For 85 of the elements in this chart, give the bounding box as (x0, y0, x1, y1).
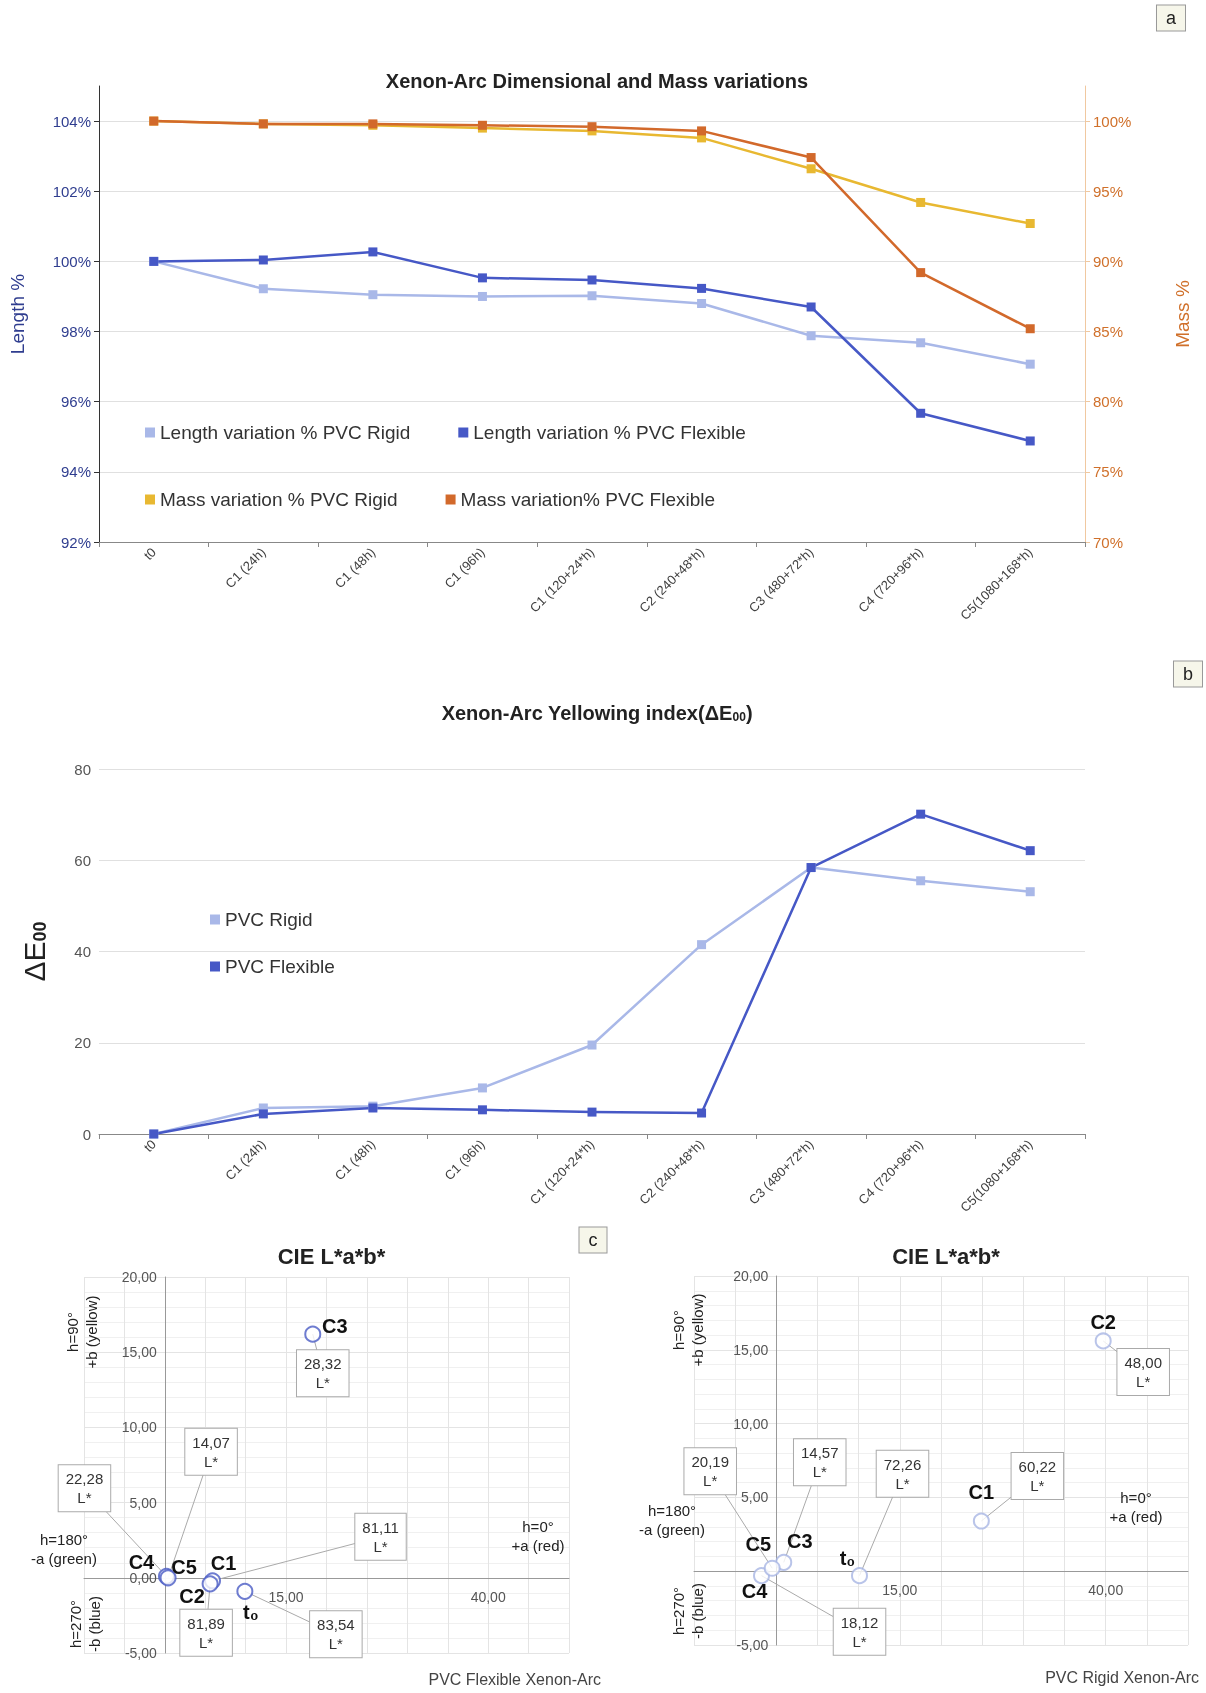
annotation: h=180° -a (green) (31, 1531, 97, 1567)
y-tick-label: -5,00 (124, 1645, 158, 1661)
annotation: h=270° -b (blue) (67, 1596, 103, 1652)
annotation: h=0° +a (red) (1109, 1489, 1163, 1525)
x-tick-label: 40,00 (470, 1588, 506, 1605)
text: c (588, 1230, 598, 1250)
x-tick-label: t0 (140, 544, 160, 563)
x-axis-title: PVC Rigid Xenon-Arc (1045, 1668, 1199, 1686)
chart-title: CIE L*a*b* (892, 1243, 1001, 1269)
y2-tick-label: 85% (1093, 323, 1124, 341)
y-tick-label: -5,00 (736, 1637, 769, 1653)
legend-label: Mass variation% PVC Flexible (460, 489, 716, 510)
y-tick-label: 15,00 (733, 1341, 769, 1358)
chart-title: Xenon-Arc Dimensional and Mass variations (385, 70, 809, 92)
annotation: C1 (210, 1551, 237, 1574)
annotation: 18,12 L* (840, 1613, 879, 1650)
annotation: h=270° -b (blue) (670, 1583, 706, 1639)
y-axis-title: ΔE00 (17, 921, 51, 982)
y2-tick-label: 100% (1093, 112, 1132, 130)
y-tick-label: 5,00 (129, 1494, 158, 1511)
annotation: C2 (1090, 1310, 1116, 1333)
annotation: 83,54 L* (317, 1616, 355, 1653)
y-tick-label: 20,00 (733, 1268, 769, 1284)
annotation: C4 (128, 1551, 156, 1574)
annotation: 20,19 L* (691, 1453, 729, 1490)
annotation: C4 (741, 1579, 769, 1602)
y-tick-label: 20 (74, 1034, 91, 1052)
legend-label: PVC Flexible (225, 956, 335, 977)
annotation: C3 (786, 1530, 813, 1553)
chart-title: CIE L*a*b* (277, 1243, 386, 1269)
annotation: 81,89 L* (187, 1614, 225, 1651)
annotation: h=180° -a (green) (639, 1502, 705, 1538)
annotation: 72,26 L* (883, 1455, 922, 1492)
y-tick-label: 5,00 (741, 1489, 769, 1506)
y-tick-label: 102% (52, 182, 91, 200)
y2-tick-label: 90% (1093, 252, 1124, 270)
y2-tick-label: 75% (1093, 463, 1124, 481)
legend-label: Length variation % PVC Flexible (473, 422, 746, 443)
annotation: h=0° +a (red) (511, 1518, 565, 1554)
y-tick-label: 104% (52, 112, 91, 130)
annotation: 22,28 L* (65, 1470, 104, 1507)
y2-tick-label: 95% (1093, 182, 1124, 200)
annotation: 81,11 L* (362, 1518, 399, 1555)
legend-label: Length variation % PVC Rigid (160, 422, 411, 443)
annotation: h=90° +b (yellow) (64, 1295, 100, 1369)
y-tick-label: 20,00 (121, 1269, 158, 1285)
annotation: 14,57 L* (800, 1444, 839, 1481)
x-tick-label: 15,00 (268, 1588, 304, 1605)
legend-label: PVC Rigid (225, 909, 313, 930)
y2-tick-label: 80% (1093, 393, 1124, 411)
legend-label: Mass variation % PVC Rigid (160, 489, 398, 510)
annotation: 14,07 L* (192, 1433, 230, 1470)
x-tick-label: 40,00 (1088, 1582, 1124, 1599)
y-tick-label: 0 (82, 1125, 91, 1143)
y-tick-label: 40 (74, 943, 91, 960)
y-tick-label: 92% (60, 533, 91, 551)
annotation: C5 (745, 1533, 772, 1556)
x-tick-label: t0 (140, 1136, 160, 1155)
y-tick-label: 80 (74, 760, 91, 778)
annotation: t₀ (243, 1601, 259, 1624)
y-axis-title: Length % (7, 273, 28, 355)
y-tick-label: 10,00 (733, 1415, 769, 1432)
y-tick-label: 15,00 (121, 1344, 158, 1361)
text: a (1165, 8, 1177, 28)
annotation: C3 (321, 1315, 348, 1338)
annotation: 60,22 L* (1018, 1458, 1057, 1495)
annotation: C5 (171, 1555, 197, 1578)
y-tick-label: 100% (52, 252, 91, 270)
x-axis-title: PVC Flexible Xenon-Arc (428, 1670, 601, 1688)
y-tick-label: 94% (60, 463, 91, 481)
text: b (1182, 664, 1194, 684)
y2-tick-label: 70% (1093, 533, 1124, 551)
x-tick-label: 15,00 (882, 1582, 918, 1599)
annotation: h=90° +b (yellow) (670, 1293, 706, 1367)
annotation: C1 (968, 1481, 995, 1504)
annotation: 28,32 L* (303, 1355, 342, 1392)
annotation: t₀ (839, 1546, 856, 1569)
y2-axis-title: Mass % (1172, 280, 1193, 348)
y-tick-label: 96% (60, 393, 91, 411)
y-tick-label: 98% (60, 323, 91, 341)
annotation: 48,00 L* (1124, 1353, 1162, 1390)
y-tick-label: 60 (74, 851, 91, 869)
annotation: C2 (179, 1584, 205, 1607)
chart-title: Xenon-Arc Yellowing index(ΔE00) (441, 702, 753, 724)
y-tick-label: 10,00 (121, 1419, 158, 1436)
